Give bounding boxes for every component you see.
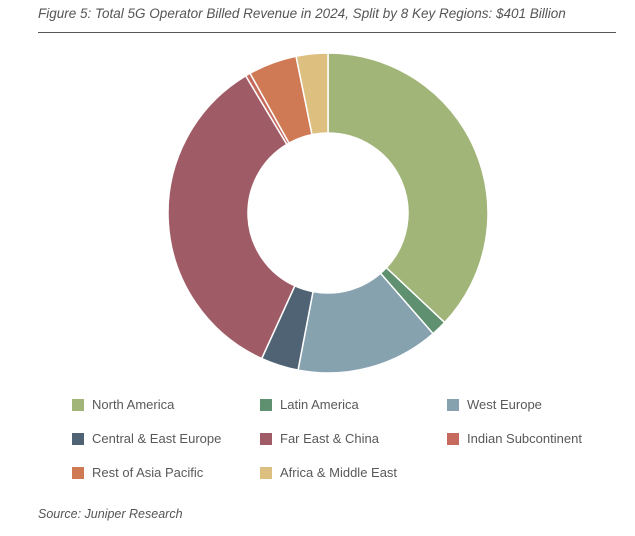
legend-swatch bbox=[72, 466, 84, 479]
legend-swatch bbox=[447, 432, 459, 445]
slice-far-east-china bbox=[167, 74, 296, 360]
source-note: Source: Juniper Research bbox=[38, 507, 183, 521]
legend-label: Rest of Asia Pacific bbox=[92, 465, 204, 480]
legend-swatch bbox=[260, 466, 272, 479]
legend-item: Central & East Europe bbox=[72, 431, 221, 446]
legend-label: Far East & China bbox=[280, 431, 379, 446]
legend-swatch bbox=[72, 398, 84, 411]
legend-swatch bbox=[72, 432, 84, 445]
title-divider bbox=[38, 32, 616, 33]
legend-label: Africa & Middle East bbox=[280, 465, 398, 480]
legend-item: Far East & China bbox=[260, 431, 379, 446]
legend-item: Indian Subcontinent bbox=[447, 431, 582, 446]
figure-title: Figure 5: Total 5G Operator Billed Reven… bbox=[38, 6, 566, 21]
legend-label: Central & East Europe bbox=[92, 431, 222, 446]
slice-north-america bbox=[327, 52, 489, 324]
legend-swatch bbox=[447, 398, 459, 411]
legend-swatch bbox=[260, 398, 272, 411]
slice-africa-middle-east bbox=[295, 52, 329, 136]
legend-item: Rest of Asia Pacific bbox=[72, 465, 203, 480]
legend-item: Africa & Middle East bbox=[260, 465, 397, 480]
donut-chart bbox=[167, 52, 489, 374]
legend-label: Indian Subcontinent bbox=[467, 431, 582, 446]
legend-swatch bbox=[260, 432, 272, 445]
